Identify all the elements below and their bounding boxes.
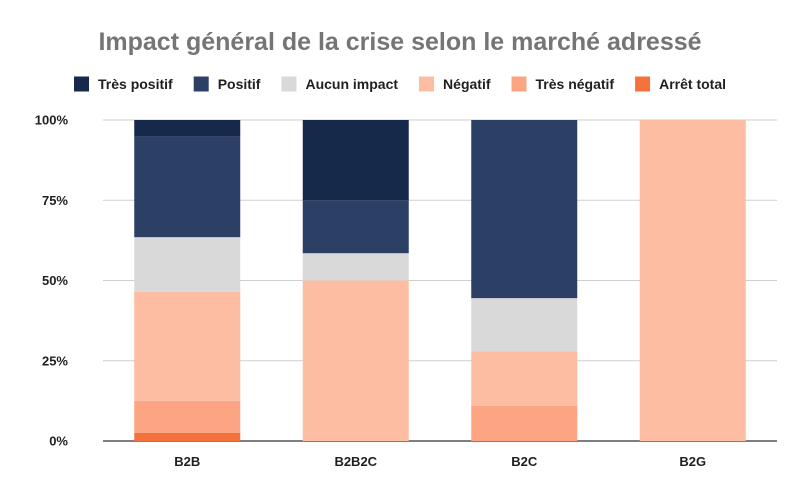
x-tick-label: B2B2C: [334, 454, 377, 469]
y-tick-label: 75%: [42, 193, 68, 208]
legend-label: Très positif: [98, 76, 173, 92]
legend-label: Très négatif: [536, 76, 615, 92]
bar-segment: [302, 200, 409, 254]
bar-segment: [471, 298, 578, 352]
legend-swatch: [74, 76, 89, 92]
axis: 0% 25% 50% 75% 100% B2B B2B2C B2C B2G: [35, 113, 706, 470]
x-tick-label: B2C: [511, 454, 538, 469]
x-tick-label: B2G: [679, 454, 706, 469]
legend: Très positif Positif Aucun impact Négatif Tr…: [74, 76, 726, 92]
y-tick-label: 100%: [35, 113, 69, 128]
bar-segment: [302, 120, 409, 201]
legend-swatch: [281, 76, 297, 92]
legend-swatch: [511, 76, 527, 92]
y-tick-label: 25%: [42, 353, 68, 368]
legend-item: Très négatif: [511, 76, 615, 92]
y-tick-label: 0%: [49, 434, 68, 449]
bar-segment: [134, 432, 241, 441]
legend-item: Positif: [193, 76, 261, 92]
legend-swatch: [419, 76, 435, 92]
bar-segment: [302, 280, 409, 441]
bar-segment: [471, 351, 578, 406]
bar-segment: [134, 136, 241, 238]
x-tick-label: B2B: [174, 454, 200, 469]
legend-swatch: [635, 76, 651, 92]
legend-item: Négatif: [419, 76, 491, 92]
legend-label: Positif: [218, 76, 261, 92]
bar-segment: [471, 405, 578, 441]
legend-item: Arrêt total: [635, 76, 726, 92]
chart-title: Impact général de la crise selon le marc…: [98, 28, 701, 56]
legend-item: Très positif: [74, 76, 173, 92]
legend-label: Aucun impact: [305, 76, 398, 92]
legend-swatch: [193, 76, 209, 92]
bar-segment: [134, 120, 241, 137]
legend-label: Arrêt total: [659, 76, 726, 92]
bar-segment: [471, 120, 578, 299]
bar-segment: [134, 291, 241, 401]
bars: [134, 120, 746, 441]
y-tick-label: 50%: [42, 273, 68, 288]
bar-segment: [639, 120, 746, 441]
bar-segment: [134, 400, 241, 433]
legend-label: Négatif: [443, 76, 491, 92]
bar-segment: [134, 237, 241, 292]
legend-item: Aucun impact: [281, 76, 398, 92]
bar-segment: [302, 253, 409, 281]
